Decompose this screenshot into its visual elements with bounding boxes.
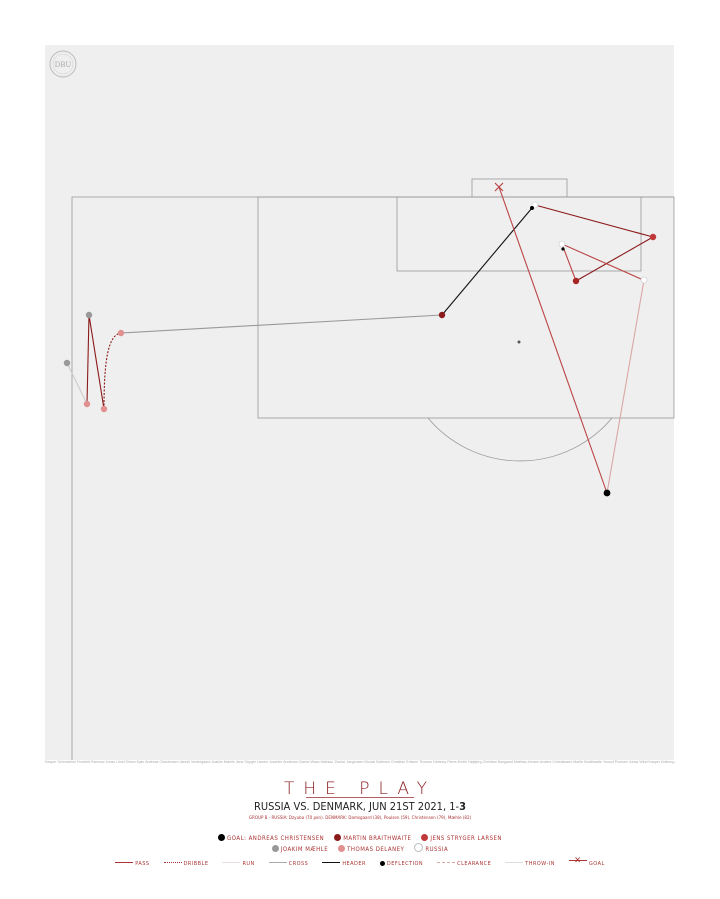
legend-item-run: RUN [222,861,254,867]
player-legend-label: MARTIN BRAITHWAITE [343,835,412,842]
deflection-mark [530,206,534,210]
player-mark-maehle [63,359,71,367]
page-title: THE PLAY [283,779,437,799]
pass-line [575,236,654,282]
play-lines [66,186,654,494]
player-legend-item: GOAL: ANDREAS CHRISTENSEN [218,834,325,842]
player-legend-item: RUSSIA [414,843,449,853]
pass-line-icon [115,862,134,863]
player-dot-icon [338,845,346,852]
player-mark-russia [640,276,648,284]
player-mark-stryger-larsen [649,233,657,241]
penalty-spot [517,340,521,344]
player-legend-item: MARTIN BRAITHWAITE [334,834,412,842]
match-score: 3 [459,800,467,813]
run-line-icon [222,862,241,863]
player-legend-label: THOMAS DELANEY [347,846,405,853]
pitch-lines [71,178,675,760]
legend-label: CLEARANCE [457,861,492,867]
cross-line [120,314,443,334]
squad-list: Kasper Schmeichel Frederik Rønnow Jonas … [45,760,675,764]
match-text: RUSSIA VS. DENMARK, JUN 21ST 2021, 1- [253,800,460,813]
match-title: RUSSIA VS. DENMARK, JUN 21ST 2021, 1-3 [0,800,720,813]
player-legend-row2: JOAKIM MÆHLE THOMAS DELANEY RUSSIA [0,843,720,853]
legend-label: RUN [242,861,255,867]
player-mark-delaney [83,400,91,408]
svg-text:DBU: DBU [55,61,72,69]
player-mark-braithwaite [572,277,580,285]
player-dot-icon [421,834,429,841]
legend-label: THROW-IN [525,861,555,867]
legend-item-goal: ✕ GOAL [568,857,605,867]
goal-mark [494,182,504,192]
goal-line [498,186,608,494]
clearance-line-icon [437,862,456,863]
legend-item-deflection: DEFLECTION [379,861,424,867]
player-legend-item: THOMAS DELANEY [338,845,405,853]
action-legend: PASS DRIBBLE RUN CROSS HEADER DEFLECTION CLEAR… [0,857,720,867]
play-points [63,182,657,497]
player-mark-christensen [603,489,611,497]
player-legend-label: JENS STRYGER LARSEN [430,835,502,842]
legend-item-dribble: DRIBBLE [163,861,209,867]
player-legend-label: JOAKIM MÆHLE [280,846,329,853]
deflection-line-icon [379,861,385,866]
header-line [441,207,533,316]
pitch-background [45,45,674,760]
cross-line-icon [268,862,287,863]
dribble-line [103,332,122,410]
player-dot-icon [334,834,342,841]
legend-label: HEADER [342,861,366,867]
deflection-mark [561,247,565,251]
penalty-arc [427,417,613,462]
player-dot-icon [414,843,424,852]
pass-line [606,279,645,494]
goal-line-icon: ✕ [568,857,587,866]
legend-item-header: HEADER [322,861,366,867]
player-mark-delaney [117,329,125,337]
player-mark-russia [558,240,566,248]
header-line-icon [322,862,341,863]
player-legend-label: RUSSIA [425,846,449,853]
pass-line [534,204,654,238]
player-dot-icon [218,834,226,841]
throwin-line [66,362,88,405]
logo: DBU [49,50,77,78]
legend-item-cross: CROSS [268,861,309,867]
title-divider [306,797,414,798]
legend-item-pass: PASS [115,861,149,867]
legend-label: PASS [135,861,150,867]
throwin-line-icon [505,862,524,863]
legend-label: DEFLECTION [386,861,424,867]
legend-item-clearance: CLEARANCE [437,861,491,867]
player-mark-delaney [100,405,108,413]
player-legend-label: GOAL: ANDREAS CHRISTENSEN [227,835,325,842]
player-mark-maehle [85,311,93,319]
legend-label: GOAL [588,861,605,867]
legend-label: CROSS [288,861,309,867]
dribble-line-icon [163,862,182,863]
legend-label: DRIBBLE [183,861,209,867]
legend-item-throwin: THROW-IN [505,861,555,867]
player-legend-row1: GOAL: ANDREAS CHRISTENSEN MARTIN BRAITHWA… [0,834,720,842]
player-mark-braithwaite [438,311,446,319]
player-dot-icon [271,845,279,852]
player-legend-item: JOAKIM MÆHLE [271,845,329,853]
player-mark-russia [531,201,539,209]
player-legend-item: JENS STRYGER LARSEN [421,834,502,842]
match-subtitle: GROUP B - RUSSIA: Dzyuba (70 pen). DENMA… [248,816,472,821]
goal [471,178,568,198]
